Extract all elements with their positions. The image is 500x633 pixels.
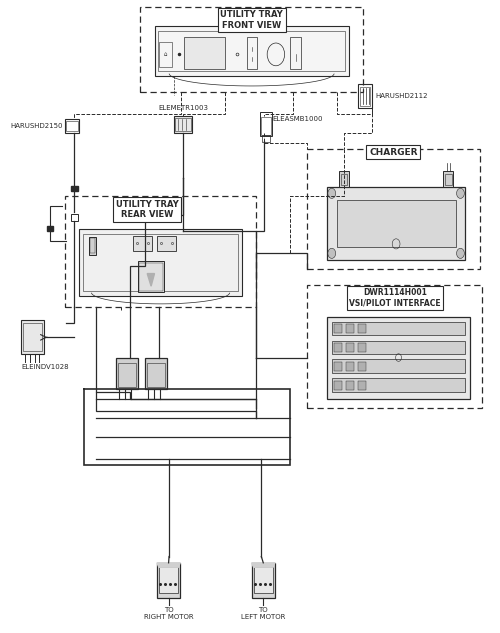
Text: ELEINDV1028: ELEINDV1028 — [22, 364, 69, 370]
Bar — [79, 229, 242, 296]
Bar — [160, 42, 172, 67]
Bar — [132, 235, 152, 251]
Bar — [327, 187, 466, 260]
Text: HARUSHD2112: HARUSHD2112 — [376, 93, 428, 99]
Bar — [346, 381, 354, 390]
Text: ELEMETR1003: ELEMETR1003 — [158, 105, 208, 111]
Bar — [64, 120, 79, 134]
Bar — [83, 234, 238, 291]
Bar — [334, 381, 342, 390]
Text: ELEASMB1000: ELEASMB1000 — [272, 116, 323, 122]
Circle shape — [328, 188, 336, 198]
Bar — [154, 26, 349, 77]
Bar — [346, 324, 354, 333]
Bar — [176, 118, 191, 132]
Bar — [254, 567, 273, 592]
Bar — [138, 261, 164, 292]
Bar — [358, 343, 366, 352]
Bar — [139, 263, 163, 291]
Bar — [64, 196, 256, 307]
Text: CHARGER: CHARGER — [369, 147, 418, 157]
Bar — [336, 199, 456, 247]
Polygon shape — [252, 563, 275, 567]
Bar — [358, 84, 372, 108]
Bar — [90, 238, 96, 253]
Bar — [247, 37, 258, 69]
Polygon shape — [157, 563, 180, 567]
Polygon shape — [71, 186, 78, 191]
Bar — [158, 31, 345, 72]
Text: UTILITY TRAY
REAR VIEW: UTILITY TRAY REAR VIEW — [116, 199, 178, 219]
Bar — [66, 122, 78, 132]
Bar — [118, 363, 136, 387]
Bar — [332, 360, 466, 373]
Bar — [308, 285, 482, 408]
Polygon shape — [147, 273, 154, 286]
Circle shape — [456, 188, 464, 198]
Bar — [332, 341, 466, 354]
Text: ⌂: ⌂ — [164, 52, 168, 57]
Bar — [340, 173, 347, 185]
Bar — [145, 358, 167, 389]
Bar — [444, 172, 453, 187]
Bar — [308, 149, 480, 269]
Bar — [140, 7, 364, 92]
Bar — [358, 324, 366, 333]
Bar — [290, 37, 301, 69]
Polygon shape — [46, 225, 54, 230]
Circle shape — [456, 248, 464, 258]
Bar — [184, 37, 225, 69]
Text: TO
RIGHT MOTOR: TO RIGHT MOTOR — [144, 607, 194, 620]
Bar — [334, 343, 342, 352]
Bar — [89, 237, 96, 254]
Bar — [358, 362, 366, 371]
Bar — [262, 117, 270, 135]
Bar — [358, 381, 366, 390]
Text: HARUSHD2150: HARUSHD2150 — [10, 123, 63, 129]
Bar — [71, 213, 78, 221]
Bar — [159, 567, 178, 592]
Bar — [332, 322, 466, 335]
Bar — [327, 316, 470, 399]
Bar — [116, 358, 138, 389]
Circle shape — [328, 248, 336, 258]
Bar — [24, 323, 42, 351]
Bar — [260, 113, 272, 137]
Bar — [334, 324, 342, 333]
Bar — [146, 363, 164, 387]
Bar — [346, 343, 354, 352]
Bar — [334, 362, 342, 371]
Text: DWR1114H001
VSI/PILOT INTERFACE: DWR1114H001 VSI/PILOT INTERFACE — [349, 288, 440, 308]
Bar — [346, 362, 354, 371]
Bar — [360, 87, 370, 106]
Bar — [157, 235, 176, 251]
Text: TO
LEFT MOTOR: TO LEFT MOTOR — [241, 607, 286, 620]
Bar — [262, 135, 270, 142]
Bar — [174, 116, 193, 134]
Bar — [252, 563, 275, 598]
Text: UTILITY TRAY
FRONT VIEW: UTILITY TRAY FRONT VIEW — [220, 10, 283, 30]
Bar — [21, 320, 44, 354]
Bar — [339, 172, 349, 187]
Bar — [332, 379, 466, 392]
Bar — [157, 563, 180, 598]
Bar — [445, 173, 452, 185]
